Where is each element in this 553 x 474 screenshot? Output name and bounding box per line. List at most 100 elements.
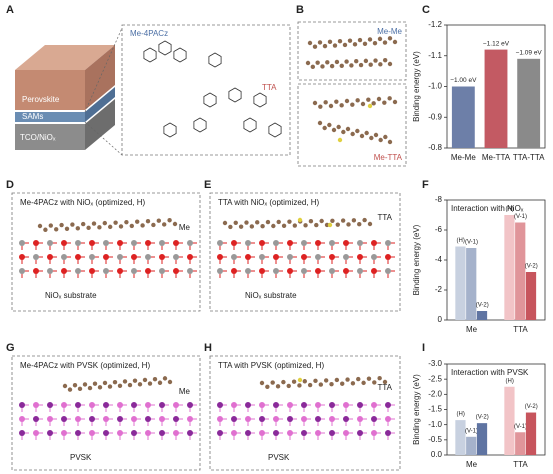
atom <box>302 379 307 384</box>
atom <box>371 416 377 422</box>
y-tick-label: -8 <box>435 195 443 204</box>
atom <box>61 254 67 260</box>
atom <box>310 64 316 70</box>
atom <box>145 219 151 224</box>
atom <box>273 254 279 260</box>
ring <box>143 47 157 63</box>
panel-label: C <box>422 4 430 16</box>
atom <box>341 129 346 135</box>
x-tick-label: Me <box>466 460 478 469</box>
molecule-label: Me <box>179 387 191 396</box>
y-tick-label: -0.5 <box>428 435 442 444</box>
atom <box>334 99 339 104</box>
atom <box>47 240 53 246</box>
panel-title: Me-4PACz with PVSK (optimized, H) <box>20 361 150 370</box>
ring <box>243 117 257 133</box>
atom <box>357 268 363 274</box>
panel-label: B <box>296 4 304 16</box>
atom <box>259 380 265 386</box>
atom <box>33 268 39 274</box>
atom <box>315 402 321 408</box>
x-tick-label: Me-Me <box>451 153 476 162</box>
bar-label: (H) <box>506 378 514 384</box>
atom <box>151 222 156 228</box>
atom <box>228 224 233 230</box>
atom <box>301 416 307 422</box>
atom <box>328 103 334 109</box>
atom <box>48 223 53 228</box>
atom <box>350 131 355 137</box>
atom <box>361 380 366 386</box>
atom <box>129 223 134 229</box>
y-tick-label: -1.1 <box>428 51 442 60</box>
atom <box>265 384 270 389</box>
atom <box>351 218 357 223</box>
value-label: −1.12 eV <box>483 40 510 47</box>
atom <box>287 416 293 422</box>
bar <box>515 432 526 455</box>
atom <box>385 240 391 246</box>
atom <box>245 240 251 246</box>
atom <box>332 43 338 48</box>
atom <box>173 430 179 436</box>
y-tick-label: -1.2 <box>428 20 442 29</box>
atom <box>315 254 321 260</box>
atom <box>145 240 151 246</box>
atom <box>303 223 308 228</box>
atom <box>19 430 25 436</box>
ring <box>158 40 172 56</box>
y-axis-title: Binding energy (eV) <box>412 374 421 445</box>
bar-label: (H) <box>457 412 465 418</box>
atom <box>314 222 319 228</box>
atom <box>117 240 123 246</box>
simulation-box <box>11 192 201 312</box>
atom <box>373 132 379 138</box>
atom <box>313 378 318 384</box>
atom <box>159 402 165 408</box>
atom <box>75 240 81 246</box>
atom <box>19 268 25 274</box>
atom <box>315 430 321 436</box>
atom <box>145 430 151 436</box>
bar-label: (H) <box>506 207 514 213</box>
structure-label: Me-Me <box>377 27 402 36</box>
atom <box>33 402 39 408</box>
atom <box>86 225 91 231</box>
atom <box>276 219 281 225</box>
atom <box>145 254 151 260</box>
atom <box>357 402 363 408</box>
atom <box>330 218 335 223</box>
atom <box>319 218 324 224</box>
atom <box>231 402 237 408</box>
atom <box>89 416 95 422</box>
atom <box>312 44 318 49</box>
atom <box>131 416 137 422</box>
molecule-label: TTA <box>377 213 392 222</box>
atom <box>336 124 341 130</box>
atom <box>367 37 373 42</box>
y-axis-title: Binding energy (eV) <box>412 51 421 122</box>
atom <box>75 430 81 436</box>
atom <box>72 383 78 388</box>
atom <box>54 227 59 232</box>
value-label: −1.09 eV <box>516 50 543 57</box>
y-tick-label: -1.5 <box>428 405 442 414</box>
atom <box>103 268 109 274</box>
bar-label: (V-2) <box>525 404 538 410</box>
atom <box>334 377 340 383</box>
atom <box>329 240 335 246</box>
atom <box>392 39 398 45</box>
atom <box>357 240 363 246</box>
y-tick-label: -6 <box>435 225 443 234</box>
atom <box>89 240 95 246</box>
bar <box>525 272 537 320</box>
atom <box>329 63 335 69</box>
atom <box>238 224 244 229</box>
atom <box>329 416 335 422</box>
atom <box>159 254 165 260</box>
atom <box>47 268 53 274</box>
atom <box>75 254 81 260</box>
atom <box>135 219 140 224</box>
atom <box>273 430 279 436</box>
atom <box>281 379 286 385</box>
